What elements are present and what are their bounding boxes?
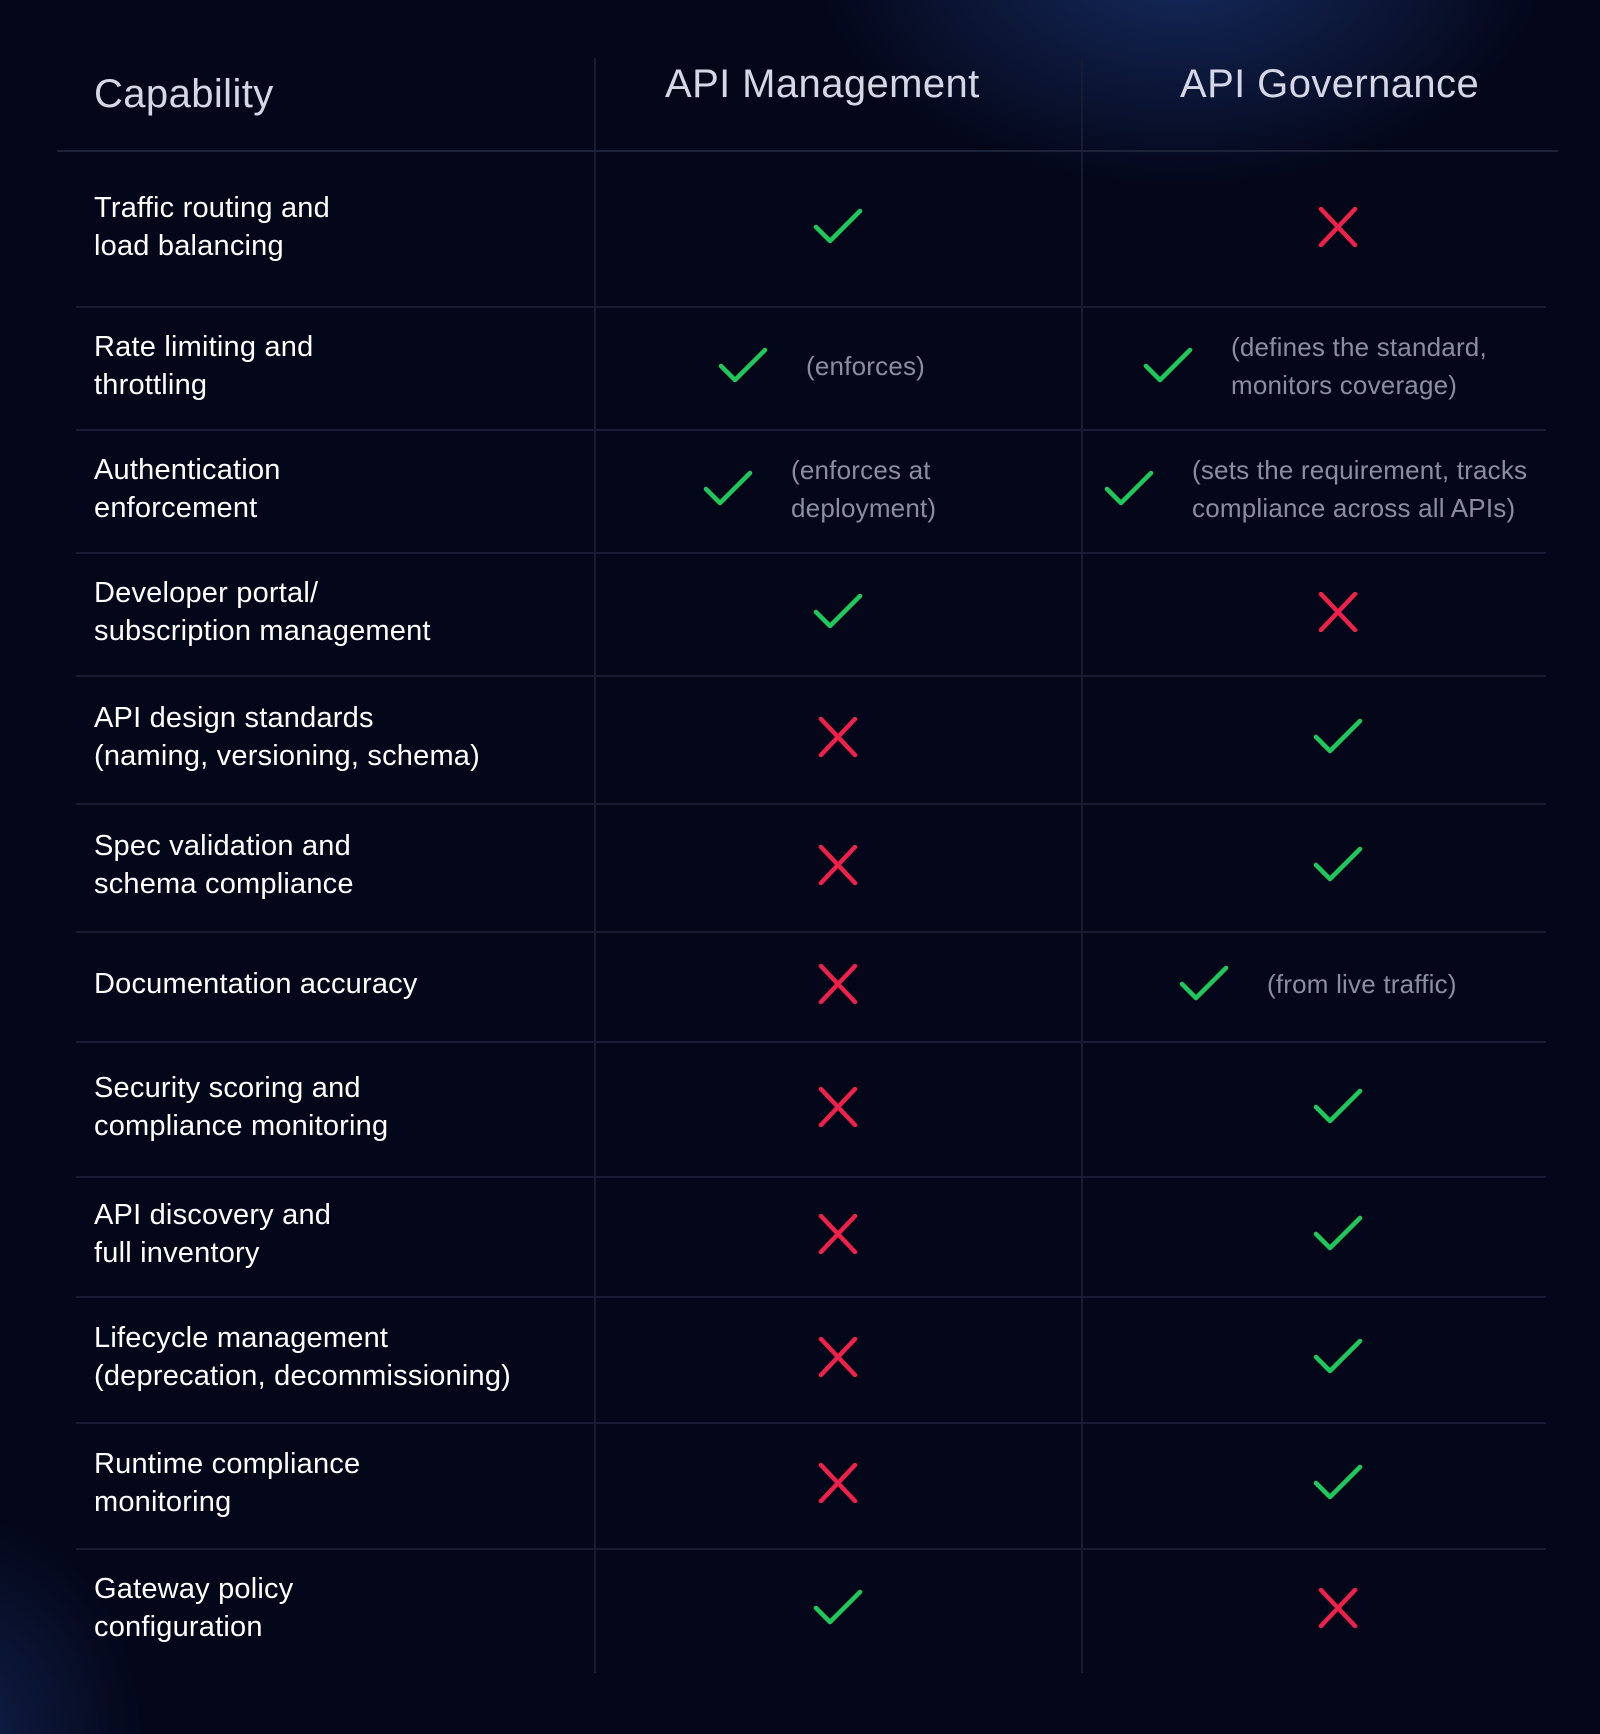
cross-icon xyxy=(813,844,863,886)
check-icon xyxy=(1313,1337,1363,1377)
check-icon xyxy=(703,469,753,509)
row-divider xyxy=(76,1296,1546,1298)
row-divider xyxy=(76,931,1546,933)
management-note: (enforces) xyxy=(806,350,926,381)
column-divider xyxy=(1081,58,1083,1673)
capability-label: Developer portal/ subscription managemen… xyxy=(94,576,431,647)
row-divider xyxy=(76,552,1546,554)
cross-icon xyxy=(813,1086,863,1127)
check-icon xyxy=(813,207,863,247)
row-divider xyxy=(76,1041,1546,1043)
row-divider xyxy=(76,306,1546,308)
check-icon xyxy=(1313,717,1363,757)
capability-label: API discovery and full inventory xyxy=(94,1199,332,1269)
governance-note: (from live traffic) xyxy=(1267,969,1457,999)
check-icon xyxy=(718,346,768,386)
check-icon xyxy=(1313,1087,1363,1127)
header-api-governance: API Governance xyxy=(1180,62,1480,106)
check-icon xyxy=(1143,346,1193,386)
row-divider xyxy=(76,1422,1546,1424)
capability-label: Security scoring and compliance monitori… xyxy=(94,1071,389,1142)
capability-label: Runtime compliance monitoring xyxy=(94,1448,361,1518)
cross-icon xyxy=(813,716,863,758)
row-divider xyxy=(76,1176,1546,1178)
check-icon xyxy=(813,1588,863,1628)
capability-label: Traffic routing and load balancing xyxy=(94,191,330,262)
cross-icon xyxy=(813,963,863,1005)
check-icon xyxy=(813,592,863,632)
header-divider xyxy=(57,150,1558,152)
governance-note: (sets the requirement, tracks compliance… xyxy=(1192,454,1528,523)
check-icon xyxy=(1104,469,1154,509)
capability-label: Documentation accuracy xyxy=(94,968,418,1000)
cross-icon xyxy=(1313,206,1363,247)
check-icon xyxy=(1313,1463,1363,1503)
cross-icon xyxy=(813,1213,863,1255)
row-divider xyxy=(76,1548,1546,1550)
capability-label: Gateway policy configuration xyxy=(94,1572,294,1643)
cross-icon xyxy=(1313,591,1363,632)
cross-icon xyxy=(813,1462,863,1504)
capability-label: Lifecycle management (deprecation, decom… xyxy=(94,1322,512,1392)
row-divider xyxy=(76,803,1546,805)
management-note: (enforces at deployment) xyxy=(791,454,937,523)
row-divider xyxy=(76,675,1546,677)
header-capability: Capability xyxy=(94,72,274,116)
capability-label: API design standards (naming, versioning… xyxy=(94,702,480,772)
cross-icon xyxy=(813,1336,863,1378)
column-divider xyxy=(594,58,596,1673)
check-icon xyxy=(1313,1214,1363,1254)
cross-icon xyxy=(1313,1587,1363,1628)
check-icon xyxy=(1179,964,1229,1004)
capability-label: Spec validation and schema compliance xyxy=(94,830,354,900)
capability-label: Rate limiting and throttling xyxy=(94,330,314,401)
row-divider xyxy=(76,429,1546,431)
header-api-management: API Management xyxy=(665,62,980,106)
check-icon xyxy=(1313,845,1363,885)
capability-label: Authentication enforcement xyxy=(94,453,281,524)
governance-note: (defines the standard, monitors coverage… xyxy=(1231,331,1487,400)
